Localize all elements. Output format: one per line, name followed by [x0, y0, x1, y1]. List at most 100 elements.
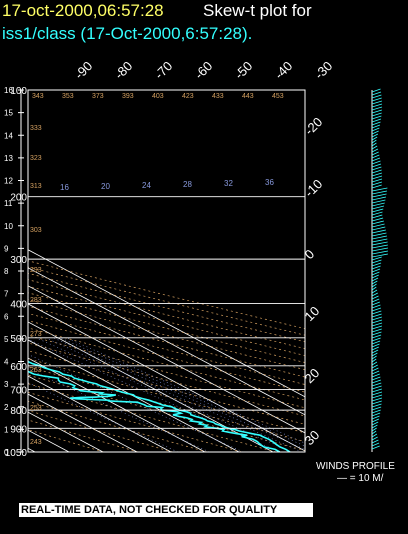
wind-barb: [371, 202, 385, 207]
wind-barb: [371, 373, 380, 378]
wind-barb: [371, 169, 382, 174]
wind-barb: [371, 319, 383, 324]
dry-adiabat-line: [28, 419, 139, 452]
wind-barb: [371, 337, 381, 342]
adiabat-label: 443: [242, 93, 254, 100]
wind-barb: [371, 268, 381, 273]
wind-barb: [371, 418, 380, 423]
adiabat-label: 343: [32, 93, 44, 100]
adiabat-label: 453: [272, 93, 284, 100]
wind-barb: [371, 118, 382, 123]
mixing-ratio-label: 24: [142, 181, 151, 190]
wind-barb: [371, 112, 382, 117]
wind-barb: [371, 367, 379, 372]
height-tick-label: 14: [4, 131, 13, 140]
wind-barb: [371, 430, 377, 435]
wind-barb: [371, 364, 378, 369]
adiabat-label: 263: [30, 367, 42, 374]
wind-barb: [371, 241, 388, 246]
isotherm-top-label: -50: [232, 58, 256, 82]
frame-layer: [27, 89, 306, 453]
isotherm-top-label: -60: [192, 58, 216, 82]
wind-barb: [371, 106, 383, 111]
wind-barb: [371, 172, 382, 177]
wind-barb: [371, 205, 385, 210]
wind-barb: [371, 346, 379, 351]
wind-barb: [371, 199, 386, 204]
wind-barb: [371, 103, 383, 108]
wind-barb: [371, 214, 383, 219]
wind-barb: [371, 184, 382, 189]
wind-profile: [371, 88, 389, 452]
wind-barb: [371, 304, 381, 309]
labels-layer: 1002003004005006007008009001050161514131…: [4, 58, 335, 459]
wind-barb: [371, 256, 382, 261]
wind-barb: [371, 298, 380, 303]
adiabat-label: 353: [62, 93, 74, 100]
wind-barb: [371, 226, 386, 231]
wind-barb: [371, 349, 379, 354]
mixing-ratio-line: [28, 368, 210, 452]
grid-layer: [0, 90, 305, 452]
wind-barb: [371, 442, 380, 447]
wind-barb: [371, 208, 384, 213]
wind-barb: [371, 94, 382, 99]
wind-barb: [371, 361, 378, 366]
wind-barb: [371, 259, 382, 264]
wind-barb: [371, 307, 382, 312]
wind-barb: [371, 385, 382, 390]
wind-barb: [371, 370, 380, 375]
wind-barb: [371, 163, 382, 168]
wind-barb: [371, 109, 382, 114]
wind-barb: [371, 406, 382, 411]
wind-barb: [371, 415, 380, 420]
profiles-layer: [28, 360, 291, 452]
isotherm-right-label: 0: [302, 246, 318, 262]
height-tick-label: 1: [4, 425, 9, 434]
height-tick-label: 10: [4, 222, 13, 231]
isotherm-line: [0, 90, 1, 452]
wind-barb: [371, 247, 389, 252]
disclaimer-banner: REAL-TIME DATA, NOT CHECKED FOR QUALITY: [19, 503, 313, 517]
wind-barb: [371, 235, 388, 240]
wind-barb: [371, 271, 380, 276]
wind-barb: [371, 223, 385, 228]
wind-barb: [371, 334, 382, 339]
wind-barb: [371, 253, 388, 258]
wind-barb: [371, 121, 381, 126]
wind-barb: [371, 328, 382, 333]
wind-barb: [371, 388, 382, 393]
pressure-tick-label: 200: [10, 193, 27, 204]
wind-barb: [371, 265, 381, 270]
plot-frame: [27, 89, 306, 453]
wind-barb: [371, 409, 381, 414]
height-tick-label: 3: [4, 380, 9, 389]
wind-barb: [371, 340, 381, 345]
wind-barb: [371, 412, 381, 417]
wind-barb: [371, 145, 378, 150]
dry-adiabat-line: [28, 383, 277, 452]
wind-barb: [371, 274, 379, 279]
title-date: 17-oct-2000,06:57:28: [2, 1, 164, 20]
adiabat-label: 293: [30, 267, 42, 274]
mixing-ratio-label: 32: [224, 179, 233, 188]
wind-barb: [371, 232, 387, 237]
winds-profile-label: WINDS PROFILE: [316, 461, 395, 472]
wind-barb: [371, 439, 379, 444]
wind-barb: [371, 220, 384, 225]
wind-barb: [371, 196, 387, 201]
wind-barb: [371, 130, 379, 135]
adiabat-label: 243: [30, 439, 42, 446]
dry-adiabat-line: [28, 342, 305, 417]
wind-barb: [371, 262, 382, 267]
wind-barb: [371, 310, 382, 315]
mixing-ratio-line: [45, 337, 303, 452]
wind-barb: [371, 211, 383, 216]
wind-barb: [371, 400, 382, 405]
wind-barb: [371, 313, 382, 318]
wind-barb: [371, 283, 377, 288]
wind-barb: [371, 157, 381, 162]
wind-barb: [371, 355, 377, 360]
mixing-ratio-line: [53, 337, 305, 450]
